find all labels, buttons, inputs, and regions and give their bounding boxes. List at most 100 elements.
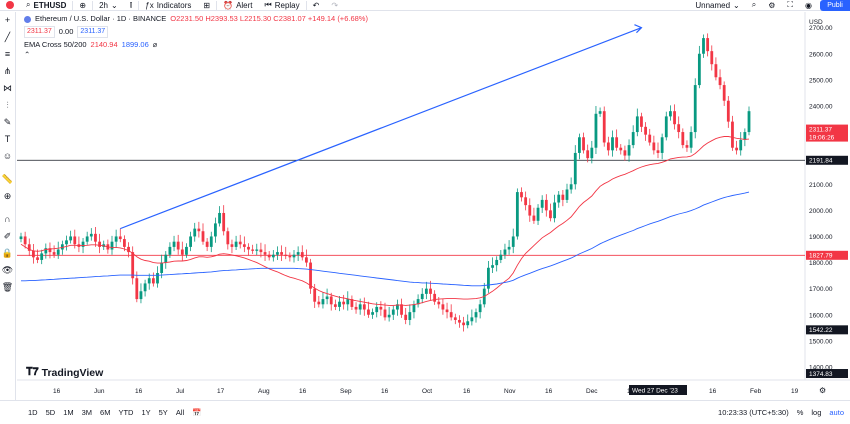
interval-button[interactable]: 2h ⌄ [93,0,124,11]
plus-circle-icon: ⊕ [79,0,87,10]
candle-body [499,254,503,260]
candle-body [60,244,64,250]
candle-body [706,38,710,52]
countdown-label: 19:06:26 [809,134,835,141]
candle-body [664,116,668,138]
quick-search-button[interactable]: ⌕ [746,0,762,11]
price-tick-label: 1700.00 [809,286,833,293]
goto-date-icon[interactable]: 📅 [192,408,202,417]
eye-icon[interactable]: 👁 [1,265,14,275]
magnet-icon[interactable]: ∩ [4,214,11,224]
candle-body [143,283,147,292]
zoom-in-icon[interactable]: ⊕ [3,191,12,201]
trend-line[interactable] [120,27,642,230]
avatar[interactable] [6,1,14,9]
candle-body [648,134,652,143]
crosshair-icon[interactable]: + [4,15,11,25]
snapshot-button[interactable]: ◉ [799,0,818,11]
candle-body [317,301,321,305]
price-tick-label: 2600.00 [809,51,833,58]
range-all[interactable]: All [175,408,185,417]
candle-body [379,306,383,310]
undo-button[interactable]: ↶ [307,0,326,11]
menu-button[interactable] [0,0,20,11]
fullscreen-button[interactable]: ⛶ [781,0,799,11]
time-tick-label: Feb [750,388,762,395]
range-ytd[interactable]: YTD [118,408,134,417]
crosshair-date-bg [629,385,687,395]
candle-body [313,288,317,302]
settings-button[interactable]: ⚙ [762,0,781,11]
candle-body [685,145,689,148]
templates-button[interactable]: ⊞ [197,0,216,11]
pitchfork-icon[interactable]: ⋔ [3,66,12,76]
range-1y[interactable]: 1Y [141,408,151,417]
symbol-search[interactable]: ⌕ ETHUSD [20,0,72,11]
drawing-toolbar: + ╱ ≡ ⋔ ⋈ ⫶ ✎ T ☺ 📏 ⊕ ∩ ✐ 🔒 👁 🗑 [0,12,16,400]
brush-icon[interactable]: ✎ [3,117,12,127]
candle-body [292,254,296,258]
range-3m[interactable]: 3M [81,408,93,417]
candle-body [156,272,159,284]
sell-price[interactable]: 2311.37 [24,26,55,38]
candle-body [565,189,569,200]
log-toggle[interactable]: log [811,408,822,417]
percent-toggle[interactable]: % [796,408,804,417]
candle-body [652,142,656,151]
replay-button[interactable]: ⏮ Replay [259,0,306,11]
candle-body [346,299,350,305]
emoji-icon[interactable]: ☺ [2,151,13,161]
ema-label[interactable]: EMA Cross 50/200 [24,40,87,49]
range-1d[interactable]: 1D [28,408,38,417]
candle-body [602,111,606,143]
candle-body [714,64,718,78]
candle-body [495,259,499,266]
candle-body [569,184,573,190]
link-icon[interactable]: ⌀ [152,40,158,49]
indicators-button[interactable]: ƒx Indicators [139,0,197,11]
candle-body [669,111,672,117]
trendline-icon[interactable]: ╱ [4,32,11,42]
alert-button[interactable]: ⏰ Alert [217,0,258,11]
candle-body [747,111,751,133]
compare-button[interactable]: ⊕ [73,0,92,11]
clock[interactable]: 10:23:33 (UTC+5:30) [718,408,789,417]
range-6m[interactable]: 6M [100,408,111,417]
candle-body [230,244,234,247]
pattern-icon[interactable]: ⋈ [3,83,12,93]
candle-body [433,293,437,302]
candle-body [557,194,561,203]
measure-icon[interactable]: ⫶ [6,100,9,110]
candle-body [147,278,151,284]
horizontal-lines-icon[interactable]: ≡ [4,49,11,59]
auto-toggle[interactable]: auto [829,408,844,417]
candle-body [333,304,337,307]
text-icon[interactable]: T [4,134,11,144]
crosshair-date: Wed 27 Dec '23 [632,388,678,395]
trash-icon[interactable]: 🗑 [1,282,14,292]
range-5d[interactable]: 5D [45,408,56,417]
lock-icon[interactable]: 🔒 [1,248,14,258]
ruler-icon[interactable]: 📏 [1,174,14,184]
range-5y[interactable]: 5Y [158,408,168,417]
candle-body [549,210,552,219]
gear-icon: ⚙ [768,0,776,10]
candle-body [185,246,188,255]
candle-body [94,233,97,242]
publish-button[interactable]: Publi [820,0,850,11]
candle-body [656,150,660,153]
redo-button[interactable]: ↷ [325,0,344,11]
candle-body [677,124,681,133]
alert-label: Alert [236,0,253,10]
spread: 0.00 [58,27,74,36]
buy-price[interactable]: 2311.37 [77,26,109,38]
candle-body [89,233,93,237]
collapse-legend-icon[interactable]: ⌃ [24,50,31,59]
candle-body [19,236,23,240]
price-tick-label: 1900.00 [809,234,833,241]
layout-button[interactable]: Unnamed ⌄ [689,0,745,11]
range-1m[interactable]: 1M [63,408,74,417]
lock-drawing-icon[interactable]: ✐ [3,231,12,241]
chart-type-button[interactable]: ⫾ [124,0,139,11]
